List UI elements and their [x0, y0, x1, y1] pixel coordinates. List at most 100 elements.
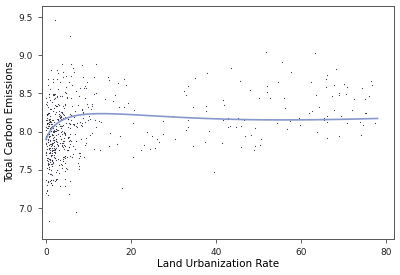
Point [48, 125, 55, 129]
Point [46, 111, 52, 116]
Point [44, 187, 50, 192]
Point [46, 122, 52, 127]
Point [43, 178, 50, 183]
Point [67, 137, 73, 142]
Point [344, 85, 350, 90]
Point [53, 109, 59, 114]
Point [49, 183, 55, 187]
Point [58, 114, 64, 118]
Point [60, 104, 66, 109]
Point [51, 138, 57, 142]
Point [183, 93, 190, 97]
Point [46, 167, 52, 171]
Point [119, 186, 125, 191]
Point [67, 34, 73, 39]
Point [46, 146, 52, 151]
Point [44, 138, 51, 142]
Point [50, 92, 56, 96]
Point [58, 162, 64, 166]
Point [98, 120, 104, 124]
Point [45, 193, 52, 197]
Point [50, 128, 57, 133]
Point [267, 95, 273, 100]
Point [48, 142, 54, 146]
Point [54, 117, 60, 121]
Point [220, 118, 226, 122]
Point [51, 140, 57, 145]
Point [82, 120, 89, 124]
Point [60, 70, 66, 74]
Point [65, 148, 72, 152]
Point [252, 126, 259, 131]
Point [75, 102, 81, 107]
Point [46, 92, 52, 97]
Point [106, 77, 112, 82]
Point [106, 144, 112, 148]
Point [62, 90, 68, 95]
Point [49, 164, 55, 168]
Point [71, 123, 78, 128]
Point [49, 133, 55, 138]
Point [357, 133, 364, 138]
Point [86, 133, 93, 137]
Point [56, 109, 62, 113]
Point [247, 88, 254, 92]
Point [53, 158, 59, 162]
Point [349, 108, 355, 113]
Point [235, 116, 242, 120]
Point [275, 80, 281, 85]
Point [48, 181, 54, 185]
Point [60, 130, 67, 134]
Point [251, 148, 258, 152]
Point [48, 153, 54, 157]
Point [110, 99, 116, 103]
Point [72, 147, 78, 152]
Point [146, 147, 153, 151]
Point [58, 110, 65, 114]
Point [51, 135, 57, 139]
Point [47, 107, 53, 112]
Point [73, 121, 80, 126]
Point [120, 77, 127, 81]
Point [160, 132, 166, 136]
Point [202, 140, 208, 144]
Point [60, 123, 66, 127]
Point [284, 127, 290, 131]
Point [50, 93, 56, 97]
Point [233, 125, 239, 130]
Point [52, 147, 58, 151]
Point [51, 130, 57, 134]
Point [312, 51, 318, 56]
Point [44, 120, 50, 125]
Point [53, 146, 59, 150]
Point [45, 140, 51, 144]
Point [61, 177, 68, 181]
Point [65, 117, 71, 121]
Point [50, 148, 56, 152]
Point [45, 178, 51, 183]
Point [43, 135, 50, 139]
Point [45, 134, 52, 139]
Point [262, 50, 269, 54]
Point [53, 137, 59, 141]
Point [49, 148, 56, 152]
Point [264, 89, 270, 94]
Point [288, 70, 295, 74]
Point [76, 151, 82, 155]
Point [46, 178, 53, 183]
Point [58, 137, 64, 141]
Point [55, 144, 62, 148]
Point [47, 118, 54, 123]
X-axis label: Land Urbanization Rate: Land Urbanization Rate [157, 259, 279, 270]
Point [46, 166, 52, 171]
Point [331, 83, 337, 87]
Point [160, 119, 166, 123]
Point [44, 144, 50, 148]
Point [65, 139, 72, 143]
Point [320, 118, 327, 122]
Point [62, 153, 68, 158]
Point [74, 125, 80, 129]
Point [48, 117, 55, 122]
Point [87, 107, 94, 111]
Point [324, 73, 330, 77]
